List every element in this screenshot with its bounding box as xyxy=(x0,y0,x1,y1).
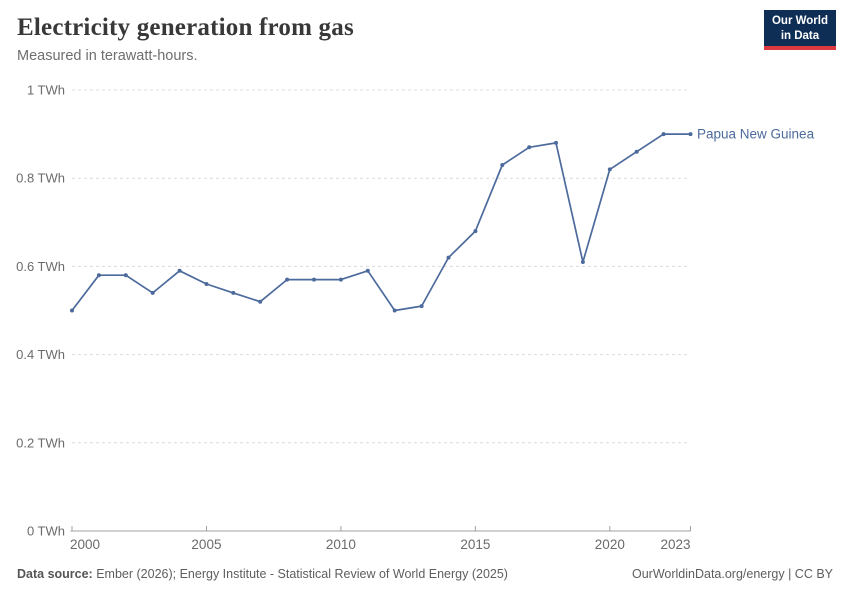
x-axis-tick-label: 2000 xyxy=(70,537,100,552)
chart-footer: Data source: Ember (2026); Energy Instit… xyxy=(17,567,833,581)
data-point[interactable] xyxy=(365,268,370,273)
x-axis-tick-label: 2023 xyxy=(660,537,690,552)
data-source-label: Data source: xyxy=(17,567,93,581)
data-point[interactable] xyxy=(500,163,505,167)
chart-subtitle: Measured in terawatt-hours. xyxy=(17,48,198,64)
data-point[interactable] xyxy=(150,290,155,295)
data-point[interactable] xyxy=(527,145,532,150)
data-point[interactable] xyxy=(177,268,182,273)
owid-logo-line1: Our World xyxy=(771,15,828,27)
owid-logo-line2: in Data xyxy=(780,29,820,42)
x-axis-tick-label: 2010 xyxy=(326,537,356,552)
x-axis-tick-label: 2005 xyxy=(191,537,221,552)
y-axis-tick-label: 0.2 TWh xyxy=(16,435,65,450)
x-axis-tick-label: 2020 xyxy=(595,537,625,552)
data-point[interactable] xyxy=(634,149,639,154)
series-line[interactable] xyxy=(71,133,692,312)
data-point[interactable] xyxy=(258,299,263,304)
data-point[interactable] xyxy=(688,132,693,137)
data-point[interactable] xyxy=(231,290,236,295)
data-point[interactable] xyxy=(473,229,478,234)
y-axis-tick-label: 0.4 TWh xyxy=(16,347,65,362)
series-end-label[interactable]: Papua New Guinea xyxy=(697,127,815,142)
data-source-note: Data source: Ember (2026); Energy Instit… xyxy=(17,567,508,581)
data-point[interactable] xyxy=(312,277,316,282)
data-point[interactable] xyxy=(123,273,128,278)
data-point[interactable] xyxy=(554,140,558,145)
page-title: Electricity generation from gas xyxy=(17,14,354,41)
data-point[interactable] xyxy=(338,277,343,282)
data-point[interactable] xyxy=(580,260,585,264)
data-point[interactable] xyxy=(285,277,290,282)
data-point[interactable] xyxy=(96,273,101,278)
y-axis-tick-label: 0 TWh xyxy=(27,524,65,539)
data-point[interactable] xyxy=(661,132,666,137)
y-axis-tick-label: 1 TWh xyxy=(27,83,65,98)
data-point[interactable] xyxy=(204,282,209,286)
data-point[interactable] xyxy=(392,308,397,313)
y-axis-tick-label: 0.6 TWh xyxy=(16,259,65,274)
data-point[interactable] xyxy=(419,304,424,309)
x-axis-tick-label: 2015 xyxy=(460,537,490,552)
data-point[interactable] xyxy=(446,255,451,260)
owid-logo[interactable]: Our World in Data xyxy=(763,10,836,50)
data-source-text: Ember (2026); Energy Institute - Statist… xyxy=(96,567,508,581)
license-note[interactable]: OurWorldinData.org/energy | CC BY xyxy=(631,567,833,581)
y-axis-tick-label: 0.8 TWh xyxy=(16,171,65,186)
data-point[interactable] xyxy=(70,308,74,313)
data-point[interactable] xyxy=(607,167,612,172)
